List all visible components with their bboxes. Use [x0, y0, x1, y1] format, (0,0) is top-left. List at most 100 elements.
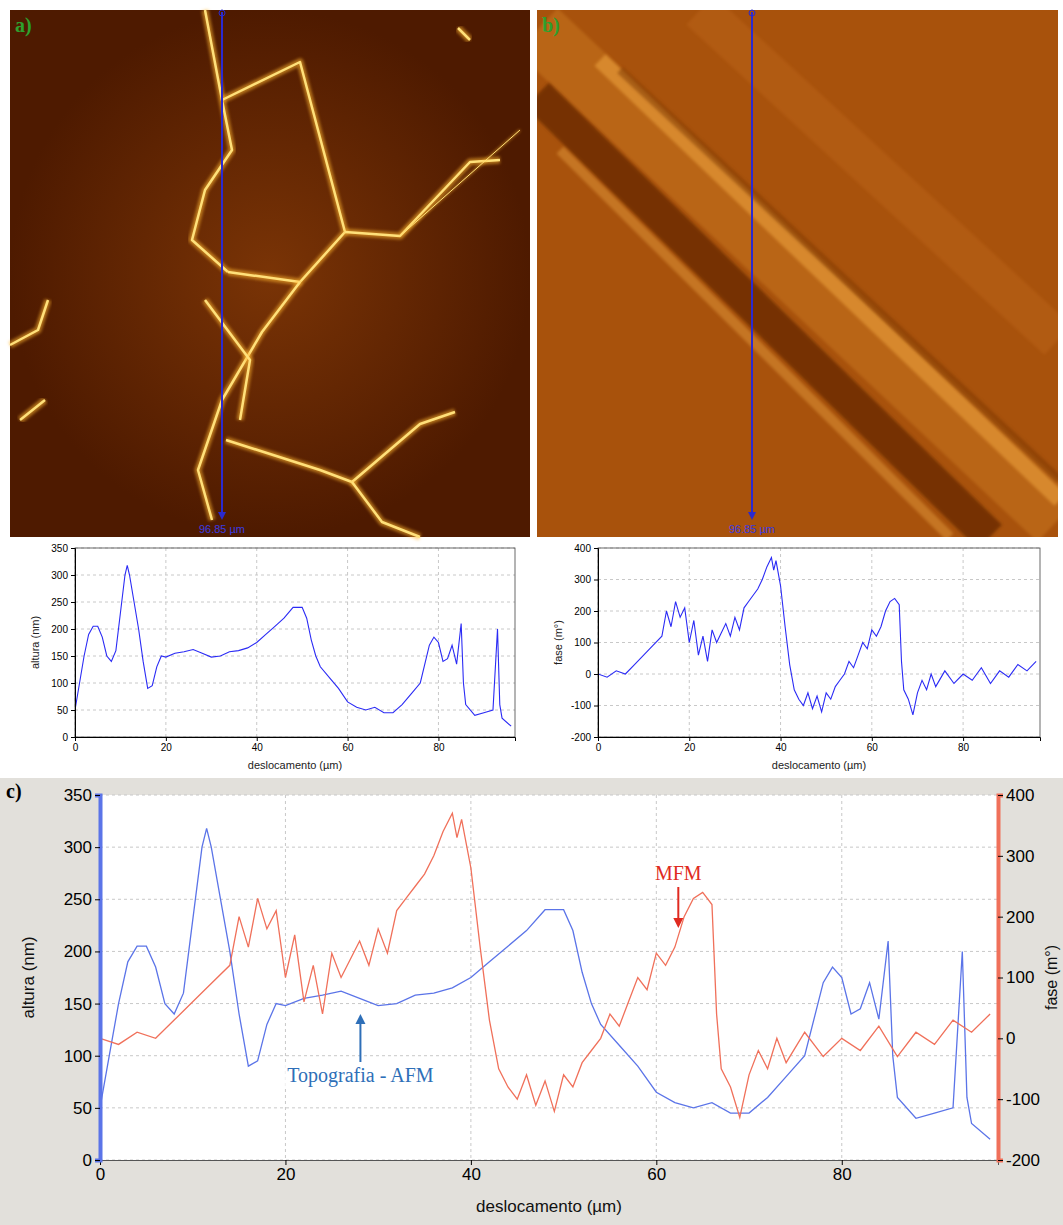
crack: [205, 300, 250, 420]
plot-area: [100, 795, 998, 1160]
tick-label: 0: [596, 742, 602, 753]
y-axis: 050100150200250300350: [64, 786, 101, 1170]
profile-line: [751, 12, 753, 518]
plot-area: [598, 548, 1040, 737]
crack-glow: [20, 400, 45, 420]
tick: 100: [574, 637, 598, 648]
annotation-patch: [653, 862, 704, 884]
tick: 80: [833, 1160, 852, 1184]
tick: 100: [51, 678, 75, 689]
tick-mark: [348, 737, 349, 741]
grid-line: [75, 710, 515, 711]
tick-mark: [95, 847, 100, 848]
profile-start: [749, 10, 755, 16]
tick: 400: [574, 543, 598, 554]
tick: -100: [571, 700, 598, 711]
y-axis-title: altura (nm): [19, 936, 38, 1018]
annotation-arrow: [359, 1022, 361, 1062]
tick-label: -100: [1006, 1090, 1040, 1109]
grid-line: [100, 951, 998, 952]
tick-label: -100: [571, 700, 591, 711]
tick-label: 300: [51, 570, 68, 581]
tick-label: 40: [462, 1165, 481, 1184]
tick-label: 20: [276, 1165, 295, 1184]
tick-label: 0: [83, 1151, 92, 1170]
grid-line: [963, 548, 964, 737]
tick: 50: [57, 705, 75, 716]
tick: 250: [64, 890, 100, 909]
profile-start: [219, 10, 225, 16]
tick-label: 200: [51, 624, 68, 635]
panel-label: c): [6, 780, 22, 803]
plot-frame: [75, 548, 515, 737]
y-axis-title: altura (nm): [29, 616, 41, 669]
tick-mark: [95, 1108, 100, 1109]
tick-label: 0: [73, 742, 79, 753]
crack: [10, 300, 48, 345]
grid-line: [100, 899, 998, 900]
crack-glow: [192, 10, 232, 272]
tick: 80: [433, 737, 445, 753]
tick: 0: [998, 1029, 1015, 1048]
crack-glow: [458, 28, 470, 40]
tick: 60: [647, 1160, 666, 1184]
crack-glow: [345, 160, 500, 236]
tick-mark: [95, 1004, 100, 1005]
panel-label: a): [15, 14, 32, 37]
panel-ground: [0, 778, 1063, 1225]
figure: 96.85 µma)96.85 µmb)02040608005010015020…: [0, 0, 1063, 1225]
tick-mark: [71, 575, 75, 576]
tick-label: 80: [433, 742, 445, 753]
tick-label: 400: [574, 543, 591, 554]
tick: 100: [64, 1047, 100, 1066]
tick-mark: [689, 737, 690, 741]
tick-mark: [95, 1056, 100, 1057]
grid-line: [598, 674, 1040, 675]
tick-mark: [872, 737, 873, 741]
profile-arrow: [218, 512, 226, 520]
annotation-arrow: [677, 887, 679, 920]
grid-line: [165, 548, 166, 737]
tick-label: 20: [684, 742, 696, 753]
domain-band: [537, 95, 990, 537]
tick: 0: [73, 737, 79, 753]
tick: 350: [51, 543, 75, 554]
panel-label: b): [542, 14, 560, 37]
tick: 50: [73, 1099, 100, 1118]
tick-mark: [166, 737, 167, 741]
tick-mark: [594, 643, 598, 644]
annotation-arrowhead: [673, 918, 683, 928]
tick-mark: [95, 1160, 100, 1161]
tick: 300: [51, 570, 75, 581]
x-axis-title: deslocamento (µm): [772, 759, 866, 771]
y2-axis: -200-1000100200300400: [998, 786, 1040, 1170]
tick-label: 150: [64, 995, 92, 1014]
tick-label: 40: [252, 742, 264, 753]
tick: 100: [998, 968, 1034, 987]
image-ground: [10, 10, 530, 537]
crack-glow: [226, 412, 455, 482]
grid-line: [100, 1055, 998, 1056]
axis-line: [594, 549, 599, 738]
axis-line: [95, 796, 101, 1161]
profile-chart: 020406080-200-1000100200300400deslocamen…: [552, 543, 1041, 771]
tick-label: 300: [64, 838, 92, 857]
tick: 80: [958, 737, 970, 753]
tick-mark: [95, 951, 100, 952]
y-axis: 050100150200250300350: [51, 543, 75, 743]
crack: [198, 282, 300, 520]
grid-line: [598, 579, 1040, 580]
crack: [20, 400, 45, 420]
plot-frame: [598, 548, 1040, 737]
tick-mark: [998, 856, 1003, 857]
profile-arrow: [748, 512, 756, 520]
tick: 400: [998, 786, 1034, 805]
y2-axis-title: fase (m°): [1043, 945, 1060, 1010]
tick: 20: [161, 737, 173, 753]
tick-label: 60: [647, 1165, 666, 1184]
marks: [75, 565, 511, 726]
image-caption: 96.85 µm: [199, 523, 245, 535]
tick: 200: [998, 908, 1034, 927]
tick-label: 0: [62, 732, 68, 743]
tick-label: 200: [1006, 908, 1034, 927]
